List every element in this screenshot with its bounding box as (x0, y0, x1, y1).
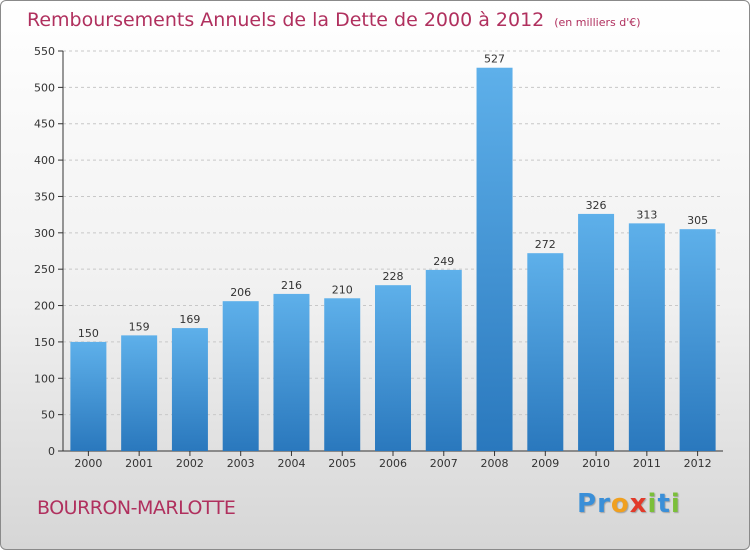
x-tick-label: 2011 (633, 457, 661, 470)
x-tick-label: 2000 (74, 457, 102, 470)
x-tick-label: 2004 (277, 457, 305, 470)
bar (273, 293, 310, 451)
bar-value-label: 159 (129, 320, 150, 333)
y-tick-label: 300 (34, 227, 55, 240)
chart-subtitle: (en milliers d'€) (554, 16, 641, 29)
bar-value-label: 150 (78, 327, 99, 340)
bar-value-label: 527 (484, 53, 505, 66)
logo-letter: t (657, 489, 671, 519)
x-tick-label: 2010 (582, 457, 610, 470)
y-tick-label: 200 (34, 300, 55, 313)
bar-value-label: 249 (433, 255, 454, 268)
chart-title-text: Remboursements Annuels de la Dette de 20… (27, 9, 545, 31)
x-tick-label: 2007 (430, 457, 458, 470)
bar (121, 335, 158, 451)
bar-value-label: 216 (281, 279, 302, 292)
bar (679, 229, 716, 451)
bar-value-label: 210 (332, 283, 353, 296)
y-tick-label: 450 (34, 118, 55, 131)
y-tick-label: 400 (34, 154, 55, 167)
x-tick-label: 2006 (379, 457, 407, 470)
bar (70, 341, 107, 451)
x-tick-label: 2009 (531, 457, 559, 470)
bar-value-label: 326 (586, 199, 607, 212)
logo-letter: i (647, 489, 658, 519)
bar (628, 223, 665, 451)
bar (324, 298, 361, 451)
x-tick-label: 2001 (125, 457, 153, 470)
bar (527, 253, 564, 451)
bar-value-label: 206 (230, 286, 251, 299)
bar (171, 328, 208, 451)
y-tick-label: 350 (34, 190, 55, 203)
commune-name: BOURRON-MARLOTTE (37, 497, 236, 519)
bar-value-label: 305 (687, 214, 708, 227)
logo-letter: P (577, 489, 598, 519)
y-tick-label: 0 (48, 445, 55, 458)
x-tick-label: 2012 (684, 457, 712, 470)
x-tick-label: 2008 (481, 457, 509, 470)
bar-value-label: 313 (636, 208, 657, 221)
y-tick-label: 550 (34, 45, 55, 58)
x-tick-label: 2003 (227, 457, 255, 470)
proxiti-logo[interactable]: Proxiti (577, 489, 681, 519)
y-tick-label: 150 (34, 336, 55, 349)
bar (425, 269, 462, 451)
x-tick-label: 2005 (328, 457, 356, 470)
logo-letter: r (597, 489, 611, 519)
y-tick-label: 50 (41, 409, 55, 422)
bar-value-label: 169 (179, 313, 200, 326)
y-tick-label: 100 (34, 372, 55, 385)
logo-letter: o (610, 489, 630, 519)
y-tick-label: 250 (34, 263, 55, 276)
bar-value-label: 228 (383, 270, 404, 283)
bar (375, 285, 411, 451)
bar (222, 301, 259, 451)
bar (578, 213, 615, 451)
bar (476, 67, 513, 452)
chart-title: Remboursements Annuels de la Dette de 20… (27, 9, 641, 31)
y-tick-label: 500 (34, 81, 55, 94)
bar-value-label: 272 (535, 238, 556, 251)
logo-letter: i (670, 489, 681, 519)
logo-letter: x (629, 489, 648, 519)
x-tick-label: 2002 (176, 457, 204, 470)
